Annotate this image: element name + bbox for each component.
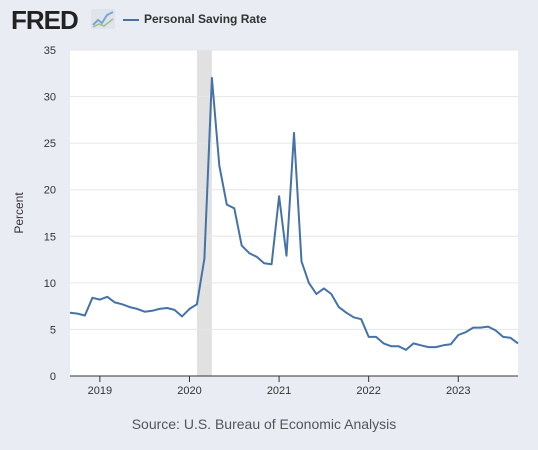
- x-tick-label: 2023: [446, 385, 470, 397]
- legend-swatch: [123, 19, 139, 21]
- y-tick-label: 25: [44, 138, 56, 150]
- legend-label: Personal Saving Rate: [144, 12, 267, 26]
- chart-header: FRED Personal Saving Rate: [0, 0, 538, 40]
- x-tick-label: 2021: [267, 385, 291, 397]
- fred-logo[interactable]: FRED: [11, 5, 79, 35]
- x-tick-label: 2019: [88, 385, 112, 397]
- y-tick-label: 20: [44, 185, 56, 197]
- y-tick-label: 30: [44, 92, 56, 104]
- y-tick-label: 15: [44, 231, 56, 243]
- y-tick-label: 35: [44, 45, 56, 57]
- trend-line-icon: [91, 9, 115, 29]
- plot-area: [70, 50, 518, 376]
- source-note: Source: U.S. Bureau of Economic Analysis: [131, 416, 397, 432]
- y-tick-label: 5: [50, 324, 56, 336]
- series-line: [69, 76, 519, 351]
- y-tick-label: 0: [50, 371, 56, 383]
- y-tick-label: 10: [44, 278, 56, 290]
- y-axis-label: Percent: [12, 192, 26, 234]
- x-tick-label: 2022: [356, 385, 380, 397]
- recession-shading: [196, 50, 212, 376]
- x-tick-label: 2020: [177, 385, 201, 397]
